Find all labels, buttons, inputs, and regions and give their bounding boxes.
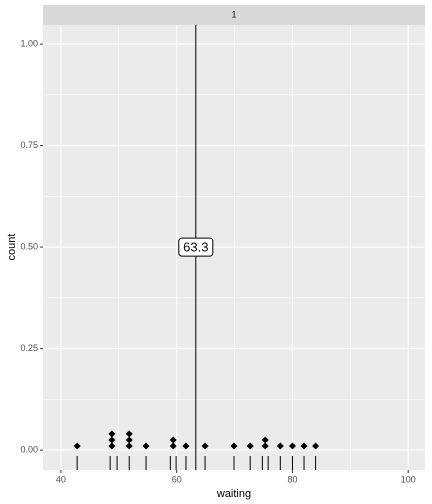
dot (108, 442, 116, 450)
dot (201, 442, 209, 450)
dot (125, 436, 133, 444)
dot (276, 442, 284, 450)
dot (108, 430, 116, 438)
dot (246, 442, 254, 450)
dot (169, 442, 177, 450)
dot (182, 442, 190, 450)
x-tick-label: 60 (172, 474, 182, 484)
dot (230, 442, 238, 450)
dot (169, 436, 177, 444)
dot (142, 442, 150, 450)
y-tick-label: 1.00 (20, 38, 38, 48)
dot (108, 436, 116, 444)
dot (125, 430, 133, 438)
x-tick-label: 40 (56, 474, 66, 484)
y-tick-label: 0.00 (20, 444, 38, 454)
dot (125, 442, 133, 450)
y-axis-title: count (6, 234, 18, 261)
dot (300, 442, 308, 450)
x-axis-title: waiting (216, 488, 251, 500)
dot (261, 442, 269, 450)
y-tick-label: 0.25 (20, 343, 38, 353)
x-tick-label: 100 (401, 474, 416, 484)
strip-label: 1 (231, 9, 236, 19)
mean-label-box (178, 237, 214, 257)
dot (288, 442, 296, 450)
mean-label: 63.3 (183, 240, 208, 255)
facet-strip (43, 5, 425, 25)
dot (312, 442, 320, 450)
x-tick-label: 80 (287, 474, 297, 484)
dot (73, 442, 81, 450)
y-tick-label: 0.75 (20, 140, 38, 150)
y-tick-label: 0.50 (20, 241, 38, 251)
dot (261, 436, 269, 444)
